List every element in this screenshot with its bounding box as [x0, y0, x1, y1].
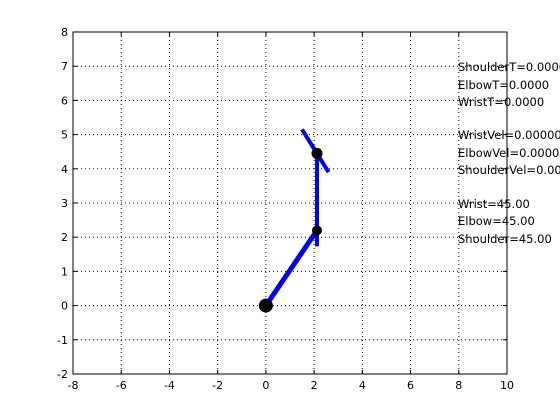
- tick-labels: -8 -6 -4 -2 0 2 4 6 8 10 -2 -1 0 1 2 3 4 5 6 7 8: [57, 26, 514, 392]
- x-tick-label: -6: [116, 379, 127, 392]
- x-tick-label: 8: [455, 379, 462, 392]
- annotation-shoulder-angle: Shoulder=45.00: [458, 232, 552, 246]
- x-tick-label: 4: [359, 379, 366, 392]
- shoulder-joint: [259, 299, 273, 313]
- y-tick-label: 8: [61, 26, 68, 39]
- annotation-shoulder-torque: ShoulderT=0.0000: [458, 60, 560, 74]
- x-tick-label: 2: [311, 379, 318, 392]
- x-tick-label: 6: [407, 379, 414, 392]
- wrist-joint: [312, 148, 323, 159]
- upper-arm-segment: [266, 230, 317, 305]
- y-tick-label: -1: [57, 334, 68, 347]
- y-tick-label: 1: [61, 265, 68, 278]
- annotation-block: ShoulderT=0.0000 ElbowT=0.0000 WristT=0.…: [458, 60, 560, 246]
- y-tick-label: -2: [57, 368, 68, 381]
- annotation-wrist-angle: Wrist=45.00: [458, 197, 530, 211]
- x-tick-label: -8: [68, 379, 79, 392]
- y-tick-label: 0: [61, 300, 68, 313]
- x-tick-label: -4: [164, 379, 175, 392]
- x-tick-label: 10: [500, 379, 514, 392]
- annotation-shoulder-velocity: ShoulderVel=0.000: [458, 163, 560, 177]
- annotation-wrist-velocity: WristVel=0.00000: [458, 128, 560, 142]
- y-tick-label: 6: [61, 94, 68, 107]
- y-tick-label: 7: [61, 60, 68, 73]
- x-tick-label: -2: [212, 379, 223, 392]
- y-tick-label: 5: [61, 129, 68, 142]
- annotation-elbow-torque: ElbowT=0.0000: [458, 78, 549, 92]
- y-tick-label: 3: [61, 197, 68, 210]
- elbow-joint: [312, 225, 322, 235]
- annotation-elbow-velocity: ElbowVel=0.00000: [458, 146, 560, 160]
- y-tick-label: 2: [61, 231, 68, 244]
- annotation-wrist-torque: WristT=0.0000: [458, 95, 544, 109]
- annotation-elbow-angle: Elbow=45.00: [458, 214, 535, 228]
- grid: [73, 32, 507, 374]
- y-tick-label: 4: [61, 163, 68, 176]
- x-tick-label: 0: [262, 379, 269, 392]
- arm-layer: [259, 129, 329, 312]
